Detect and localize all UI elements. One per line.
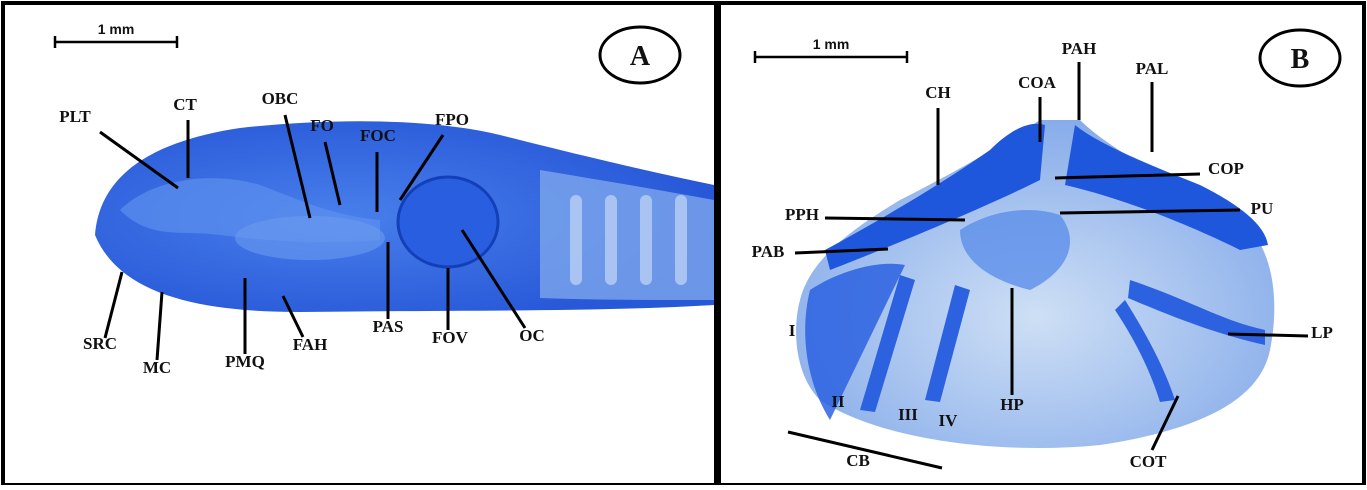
structure-label: PMQ [225, 352, 265, 371]
structure-label: II [831, 392, 845, 411]
structure-label: PLT [59, 107, 91, 126]
structure-label: FOV [432, 328, 469, 347]
structure-label: FOC [360, 126, 396, 145]
figure: 1 mm A PLT CT OBC FO FOC FPO SRC MC PMQ FAH PAS FOV OC… [0, 0, 1367, 485]
structure-label: FO [310, 116, 334, 135]
structure-label: III [898, 405, 918, 424]
structure-label: CT [173, 95, 197, 114]
structure-label: MC [143, 358, 171, 377]
leader-line [1228, 334, 1308, 336]
structure-label: COT [1130, 452, 1168, 471]
structure-label: OBC [262, 89, 299, 108]
structure-label: PU [1251, 199, 1274, 218]
structure-label: I [789, 321, 796, 340]
structure-label: LP [1311, 323, 1333, 342]
structure-label: FAH [293, 335, 328, 354]
structure-label: PPH [785, 205, 819, 224]
structure-label: PAL [1136, 59, 1169, 78]
page: {"panels": [ {"letter": "A", "scale_bar"… [0, 0, 1367, 485]
structure-label: FPO [435, 110, 469, 129]
structure-label: HP [1000, 395, 1024, 414]
scale-bar-label: 1 mm [98, 21, 135, 37]
structure-label: CH [925, 83, 951, 102]
structure-label: PAB [752, 242, 785, 261]
leader-line [825, 218, 965, 220]
structure-label: COA [1018, 73, 1057, 92]
scale-bar-label: 1 mm [813, 36, 850, 52]
panel-letter: A [630, 41, 651, 72]
structure-label: PAH [1062, 39, 1097, 58]
structure-label: PAS [373, 317, 404, 336]
panel-letter: B [1291, 44, 1310, 75]
structure-label: SRC [83, 334, 117, 353]
structure-label: COP [1208, 159, 1244, 178]
structure-label: OC [519, 326, 545, 345]
structure-label: IV [939, 411, 959, 430]
structure-label: CB [846, 451, 870, 470]
